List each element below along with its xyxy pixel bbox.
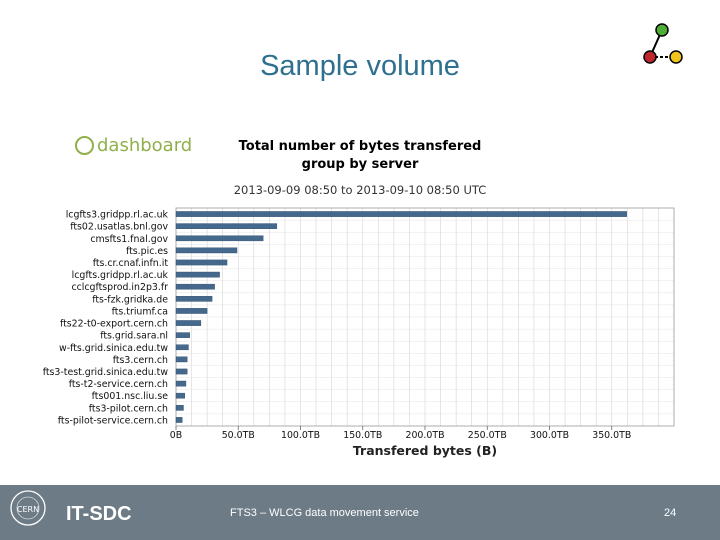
chart-subtitle: group by server bbox=[302, 157, 419, 172]
bar bbox=[175, 344, 189, 351]
bar bbox=[175, 247, 238, 254]
bar bbox=[175, 308, 208, 314]
category-label: fts.pic.es bbox=[126, 246, 168, 257]
dashboard-logo-text: dashboard bbox=[97, 135, 193, 156]
x-tick-label: 350.0TB bbox=[592, 430, 631, 441]
bar bbox=[175, 380, 187, 387]
bar bbox=[175, 320, 202, 326]
category-label: w-fts.grid.sinica.edu.tw bbox=[59, 343, 168, 354]
x-tick-label: 150.0TB bbox=[343, 430, 382, 441]
x-tick-label: 200.0TB bbox=[406, 430, 445, 441]
bar bbox=[175, 368, 188, 375]
node-graph-logo-icon bbox=[643, 23, 683, 64]
category-label: lcgfts.gridpp.rl.ac.uk bbox=[72, 270, 169, 281]
category-label: fts.triumf.ca bbox=[112, 306, 168, 317]
bar bbox=[175, 271, 220, 278]
bar bbox=[175, 405, 184, 411]
bar bbox=[175, 283, 215, 290]
category-label: fts-fzk.gridka.de bbox=[92, 294, 168, 305]
category-label: fts001.nsc.liu.se bbox=[92, 391, 169, 402]
page-number: 24 bbox=[664, 507, 677, 519]
x-tick-label: 250.0TB bbox=[468, 430, 507, 441]
category-label: cmsfts1.fnal.gov bbox=[90, 234, 168, 245]
bar bbox=[175, 356, 188, 363]
cern-logo-icon: CERN bbox=[10, 490, 46, 526]
x-tick-label: 100.0TB bbox=[281, 430, 320, 441]
footer-text: FTS3 – WLCG data movement service bbox=[230, 507, 419, 519]
bar bbox=[175, 296, 213, 302]
category-label: fts3-pilot.cern.ch bbox=[89, 403, 168, 414]
category-label: fts22-t0-export.cern.ch bbox=[60, 319, 168, 330]
category-label: lcgfts3.gridpp.rl.ac.uk bbox=[66, 210, 169, 221]
slide-title: Sample volume bbox=[260, 50, 460, 82]
footer-brand: IT-SDC bbox=[66, 503, 132, 525]
category-label: fts02.usatlas.bnl.gov bbox=[70, 222, 168, 233]
category-label: fts.cr.cnaf.infn.it bbox=[93, 258, 169, 269]
bar-chart: Total number of bytes transfered group b… bbox=[43, 139, 675, 458]
cern-logo-text: CERN bbox=[17, 505, 39, 514]
dashboard-logo-icon: dashboard bbox=[75, 135, 192, 156]
x-tick-label: 50.0TB bbox=[222, 430, 255, 441]
category-label: cclcgftsprod.in2p3.fr bbox=[71, 282, 168, 293]
x-tick-label: 0B bbox=[170, 430, 182, 441]
category-label: fts-pilot-service.cern.ch bbox=[58, 415, 168, 426]
footer-bar bbox=[0, 485, 720, 540]
chart-title: Total number of bytes transfered bbox=[239, 139, 482, 154]
bar bbox=[175, 235, 264, 242]
x-axis-label: Transfered bytes (B) bbox=[353, 443, 497, 458]
bar bbox=[175, 223, 278, 229]
bar bbox=[175, 392, 185, 399]
bar bbox=[175, 211, 627, 217]
bar bbox=[175, 259, 228, 266]
category-label: fts3-test.grid.sinica.edu.tw bbox=[43, 367, 169, 378]
category-label: fts3.cern.ch bbox=[113, 355, 168, 366]
category-label: fts-t2-service.cern.ch bbox=[69, 379, 168, 390]
x-tick-label: 300.0TB bbox=[530, 430, 569, 441]
category-label: fts.grid.sara.nl bbox=[100, 331, 168, 342]
bar bbox=[175, 417, 183, 423]
bar bbox=[175, 332, 190, 338]
chart-date-range: 2013-09-09 08:50 to 2013-09-10 08:50 UTC bbox=[234, 183, 487, 197]
